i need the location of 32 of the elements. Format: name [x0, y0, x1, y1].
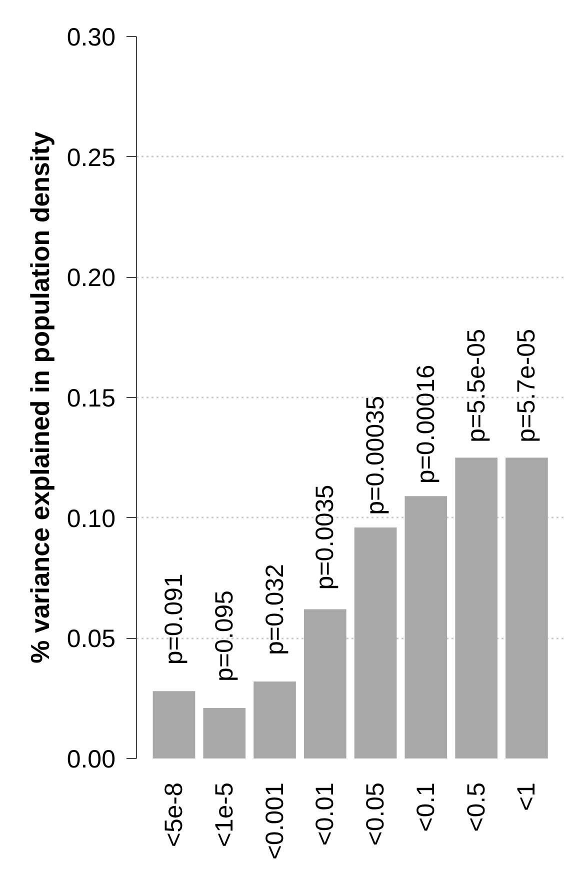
- x-tick-label: <0.5: [462, 782, 490, 832]
- x-tick-label: <0.05: [362, 782, 390, 846]
- y-tick-label: 0.20: [66, 264, 116, 292]
- x-tick-label: <0.1: [412, 782, 440, 832]
- annotation: p=0.00035: [362, 396, 390, 515]
- x-tick-label: <0.001: [260, 782, 289, 860]
- bar: [254, 681, 296, 758]
- bar: [354, 527, 397, 758]
- annotation: p=5.7e-05: [512, 329, 541, 442]
- bar: [304, 609, 346, 758]
- annotation: p=0.00016: [412, 364, 440, 484]
- annotation: p=0.095: [210, 590, 238, 682]
- bar: [506, 458, 548, 758]
- x-tick-label: <1e-5: [210, 782, 238, 848]
- annotation: p=0.0035: [311, 484, 340, 590]
- y-tick-label: 0.10: [66, 504, 116, 533]
- annotation: p=5.5e-05: [462, 329, 490, 442]
- x-tick-label: <0.01: [311, 782, 340, 846]
- annotation: p=0.032: [260, 564, 289, 656]
- annotation: p=0.091: [160, 574, 188, 665]
- y-tick-label: 0.15: [66, 384, 116, 412]
- bar: [203, 708, 246, 758]
- x-tick-label: <1: [512, 782, 541, 812]
- y-tick-label: 0.25: [66, 144, 116, 172]
- bar: [404, 496, 448, 758]
- bar: [455, 458, 498, 758]
- x-tick-label: <5e-8: [160, 782, 188, 848]
- bar: [152, 691, 196, 758]
- y-axis-title: % variance explained in population density: [24, 131, 55, 664]
- y-tick-label: 0.30: [66, 24, 116, 52]
- y-tick-label: 0.05: [66, 625, 116, 654]
- y-tick-label: 0.00: [66, 746, 116, 774]
